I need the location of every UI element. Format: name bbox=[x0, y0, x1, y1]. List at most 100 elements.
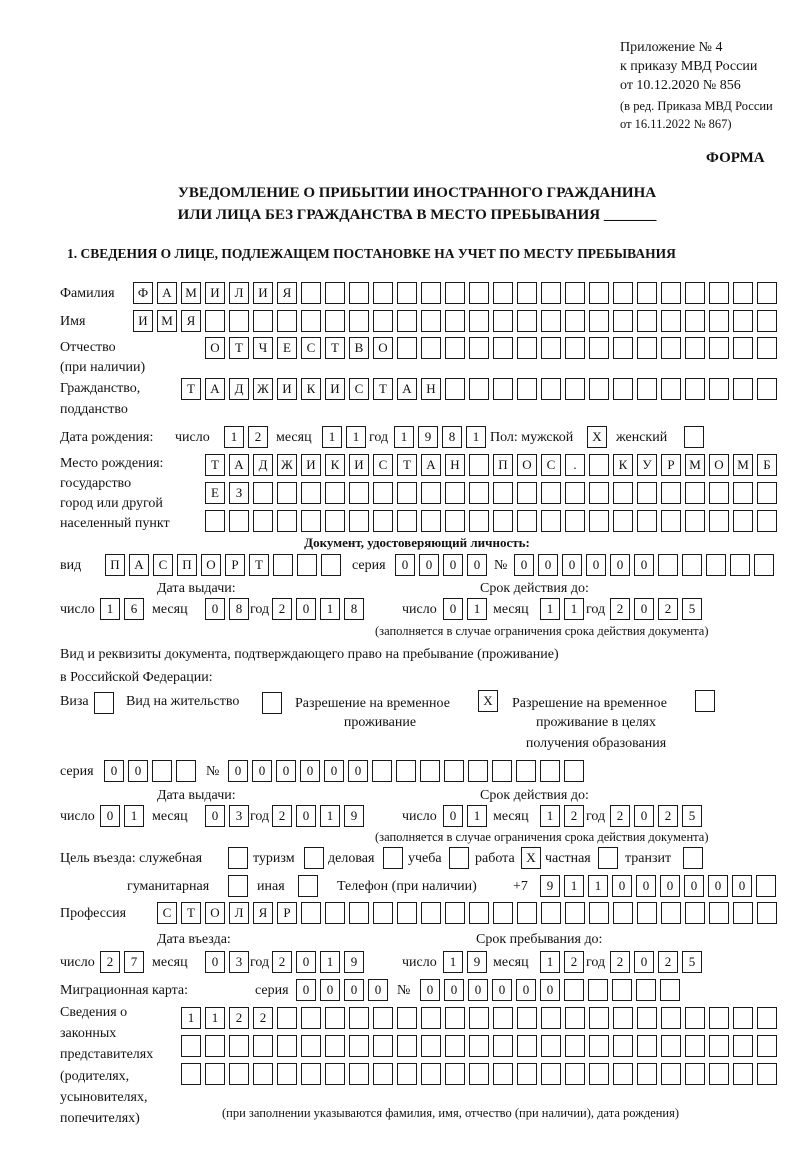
char-box[interactable]: И bbox=[277, 378, 297, 400]
char-box[interactable]: 0 bbox=[443, 598, 463, 620]
char-box[interactable] bbox=[685, 1063, 705, 1085]
char-box[interactable] bbox=[420, 760, 440, 782]
char-box[interactable] bbox=[277, 1007, 297, 1029]
char-box[interactable] bbox=[613, 1063, 633, 1085]
char-box[interactable] bbox=[541, 282, 561, 304]
char-box[interactable]: 0 bbox=[612, 875, 632, 897]
char-box[interactable]: 9 bbox=[467, 951, 487, 973]
char-box[interactable] bbox=[685, 482, 705, 504]
char-box[interactable] bbox=[373, 482, 393, 504]
char-box[interactable]: 9 bbox=[418, 426, 438, 448]
char-box[interactable] bbox=[493, 482, 513, 504]
char-box[interactable] bbox=[598, 847, 618, 869]
char-box[interactable] bbox=[205, 310, 225, 332]
char-box[interactable]: 0 bbox=[514, 554, 534, 576]
char-box[interactable]: X bbox=[478, 690, 498, 712]
char-box[interactable] bbox=[685, 310, 705, 332]
char-box[interactable]: П bbox=[493, 454, 513, 476]
char-box[interactable] bbox=[349, 902, 369, 924]
char-box[interactable] bbox=[636, 979, 656, 1001]
char-box[interactable] bbox=[733, 510, 753, 532]
char-box[interactable] bbox=[517, 510, 537, 532]
char-box[interactable] bbox=[301, 310, 321, 332]
char-box[interactable] bbox=[421, 1063, 441, 1085]
char-box[interactable] bbox=[445, 310, 465, 332]
char-box[interactable] bbox=[637, 337, 657, 359]
char-box[interactable]: Т bbox=[229, 337, 249, 359]
char-box[interactable]: 1 bbox=[320, 598, 340, 620]
char-box[interactable] bbox=[421, 482, 441, 504]
char-box[interactable]: 0 bbox=[228, 760, 248, 782]
char-box[interactable] bbox=[685, 282, 705, 304]
char-box[interactable]: X bbox=[521, 847, 541, 869]
char-box[interactable] bbox=[661, 1063, 681, 1085]
char-box[interactable] bbox=[445, 282, 465, 304]
char-box[interactable]: 1 bbox=[466, 426, 486, 448]
char-box[interactable] bbox=[757, 1035, 777, 1057]
char-box[interactable] bbox=[709, 337, 729, 359]
char-box[interactable]: А bbox=[157, 282, 177, 304]
char-box[interactable] bbox=[565, 378, 585, 400]
char-box[interactable]: Л bbox=[229, 282, 249, 304]
char-box[interactable]: 0 bbox=[104, 760, 124, 782]
char-box[interactable]: 0 bbox=[634, 598, 654, 620]
char-box[interactable]: 0 bbox=[296, 805, 316, 827]
char-box[interactable] bbox=[613, 282, 633, 304]
char-box[interactable]: О bbox=[709, 454, 729, 476]
char-box[interactable] bbox=[277, 482, 297, 504]
char-box[interactable] bbox=[277, 510, 297, 532]
char-box[interactable] bbox=[565, 510, 585, 532]
char-box[interactable]: С bbox=[157, 902, 177, 924]
char-box[interactable] bbox=[349, 482, 369, 504]
char-box[interactable] bbox=[613, 337, 633, 359]
char-box[interactable]: 0 bbox=[492, 979, 512, 1001]
char-box[interactable] bbox=[444, 760, 464, 782]
char-box[interactable] bbox=[565, 1035, 585, 1057]
char-box[interactable] bbox=[325, 510, 345, 532]
char-box[interactable] bbox=[445, 902, 465, 924]
char-box[interactable] bbox=[493, 902, 513, 924]
char-box[interactable]: А bbox=[129, 554, 149, 576]
char-box[interactable] bbox=[397, 337, 417, 359]
char-box[interactable]: А bbox=[421, 454, 441, 476]
char-box[interactable] bbox=[373, 1035, 393, 1057]
char-box[interactable]: Т bbox=[205, 454, 225, 476]
char-box[interactable] bbox=[709, 282, 729, 304]
char-box[interactable]: О bbox=[373, 337, 393, 359]
char-box[interactable] bbox=[733, 482, 753, 504]
char-box[interactable] bbox=[613, 902, 633, 924]
char-box[interactable]: 1 bbox=[564, 598, 584, 620]
char-box[interactable]: М bbox=[181, 282, 201, 304]
char-box[interactable]: 0 bbox=[324, 760, 344, 782]
char-box[interactable] bbox=[349, 1035, 369, 1057]
char-box[interactable]: 0 bbox=[344, 979, 364, 1001]
char-box[interactable] bbox=[325, 1007, 345, 1029]
char-box[interactable] bbox=[685, 378, 705, 400]
char-box[interactable]: 0 bbox=[128, 760, 148, 782]
char-box[interactable] bbox=[397, 310, 417, 332]
char-box[interactable]: 0 bbox=[443, 554, 463, 576]
char-box[interactable]: 5 bbox=[682, 951, 702, 973]
char-box[interactable]: 2 bbox=[100, 951, 120, 973]
char-box[interactable]: И bbox=[205, 282, 225, 304]
char-box[interactable] bbox=[421, 337, 441, 359]
char-box[interactable] bbox=[321, 554, 341, 576]
char-box[interactable] bbox=[397, 1035, 417, 1057]
char-box[interactable]: Р bbox=[225, 554, 245, 576]
char-box[interactable] bbox=[695, 690, 715, 712]
char-box[interactable]: 0 bbox=[420, 979, 440, 1001]
char-box[interactable] bbox=[565, 1007, 585, 1029]
char-box[interactable] bbox=[421, 1007, 441, 1029]
char-box[interactable]: 2 bbox=[610, 598, 630, 620]
char-box[interactable] bbox=[685, 337, 705, 359]
char-box[interactable]: 0 bbox=[634, 805, 654, 827]
char-box[interactable] bbox=[564, 979, 584, 1001]
char-box[interactable] bbox=[613, 482, 633, 504]
char-box[interactable] bbox=[229, 1063, 249, 1085]
char-box[interactable] bbox=[706, 554, 726, 576]
char-box[interactable]: 0 bbox=[395, 554, 415, 576]
char-box[interactable]: 1 bbox=[588, 875, 608, 897]
char-box[interactable] bbox=[756, 875, 776, 897]
char-box[interactable] bbox=[421, 282, 441, 304]
char-box[interactable] bbox=[733, 1035, 753, 1057]
